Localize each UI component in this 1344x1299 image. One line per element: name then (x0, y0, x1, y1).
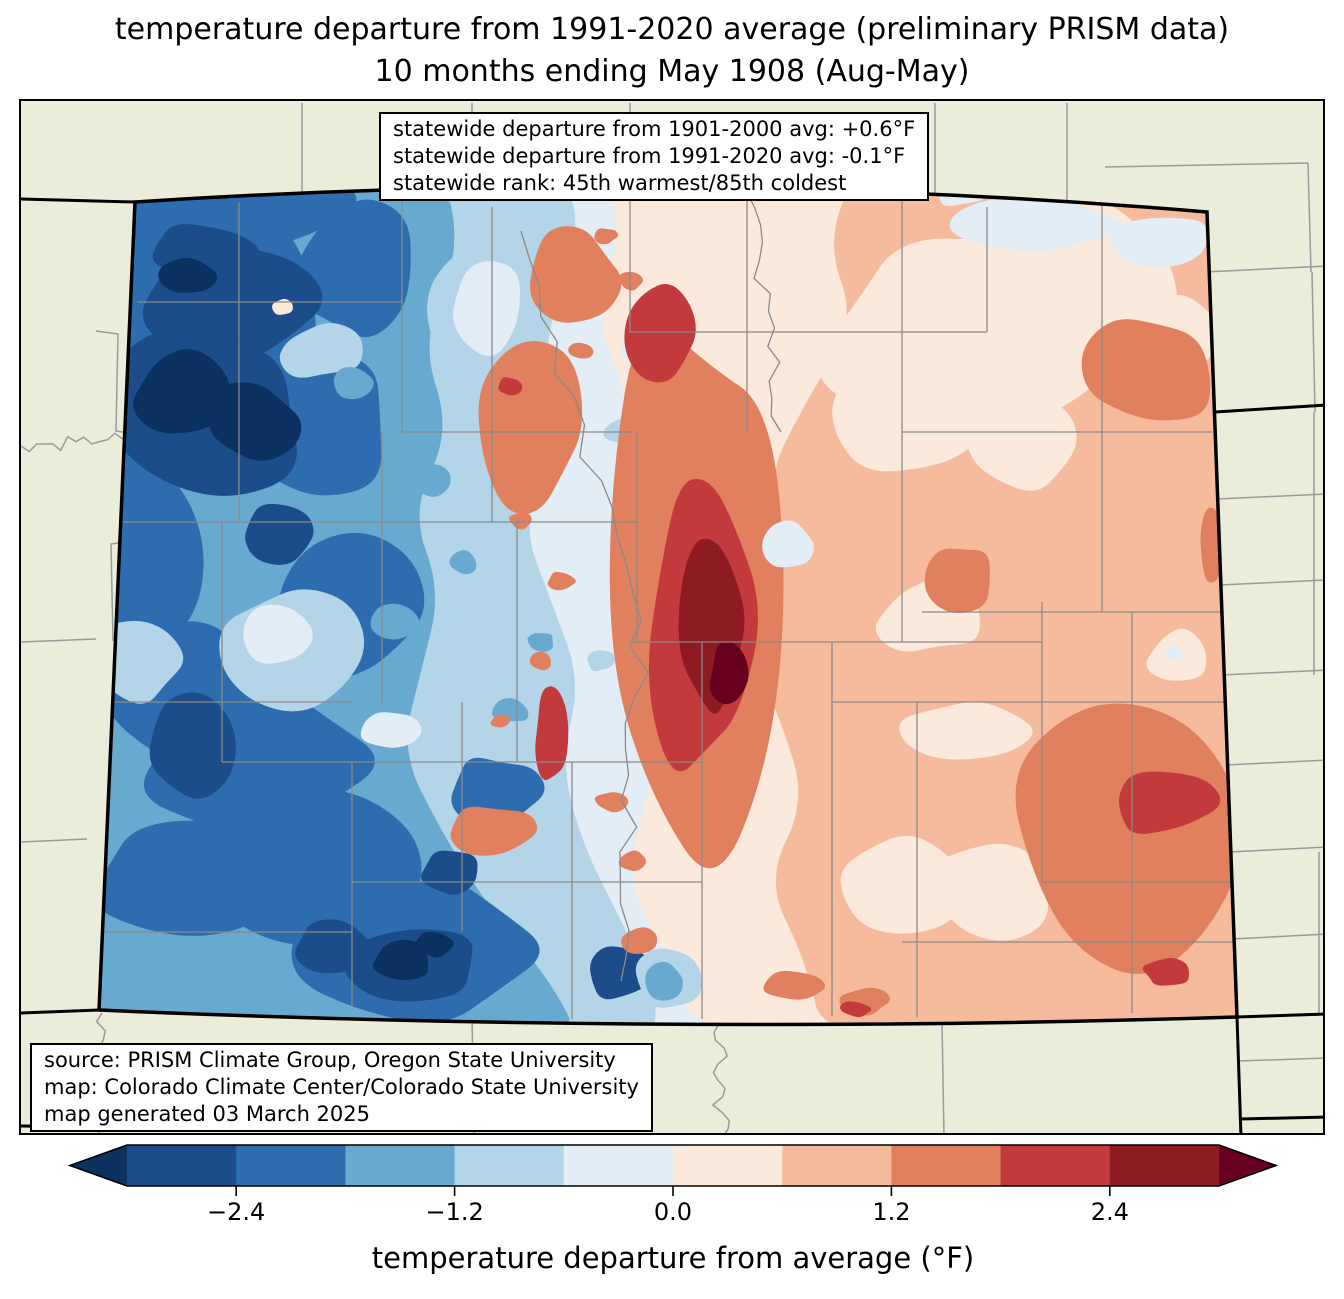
statewide-stats-box: statewide departure from 1901-2000 avg: … (379, 112, 930, 201)
source-line-1: source: PRISM Climate Group, Oregon Stat… (44, 1048, 616, 1072)
figure-title-line2: 10 months ending May 1908 (Aug-May) (374, 54, 970, 89)
colorado-county-lines (99, 187, 1237, 1019)
map-axes: statewide departure from 1901-2000 avg: … (19, 99, 1325, 1135)
colorbar-tick-label: 0.0 (654, 1198, 692, 1226)
colorbar-tick-label: 2.4 (1091, 1198, 1129, 1226)
colorado-anomaly-map (21, 103, 1323, 1133)
colorbar-over-arrow (1219, 1145, 1276, 1186)
temperature-contours (99, 186, 1237, 1025)
source-line-3: map generated 03 March 2025 (44, 1102, 371, 1126)
figure-title-line1: temperature departure from 1991-2020 ave… (114, 12, 1230, 47)
colorbar-outline (67, 1144, 1279, 1187)
colorbar-tick-label: −2.4 (207, 1198, 265, 1226)
stats-line-3: statewide rank: 45th warmest/85th coldes… (393, 171, 847, 195)
source-line-2: map: Colorado Climate Center/Colorado St… (44, 1075, 639, 1099)
colorbar: −2.4 −1.2 0.0 1.2 2.4 temperature departure f… (67, 1144, 1279, 1275)
outside-county-lines (21, 103, 1323, 1133)
colorbar-body (67, 1144, 1279, 1187)
colorbar-axis-label: temperature departure from average (°F) (372, 1241, 974, 1275)
stats-line-1: statewide departure from 1901-2000 avg: … (393, 117, 916, 141)
colorbar-tick-label: −1.2 (425, 1198, 483, 1226)
source-credit-box: source: PRISM Climate Group, Oregon Stat… (30, 1043, 653, 1132)
colorbar-under-arrow (70, 1145, 127, 1186)
stats-line-2: statewide departure from 1991-2020 avg: … (393, 144, 906, 168)
colorbar-tick-label: 1.2 (872, 1198, 910, 1226)
